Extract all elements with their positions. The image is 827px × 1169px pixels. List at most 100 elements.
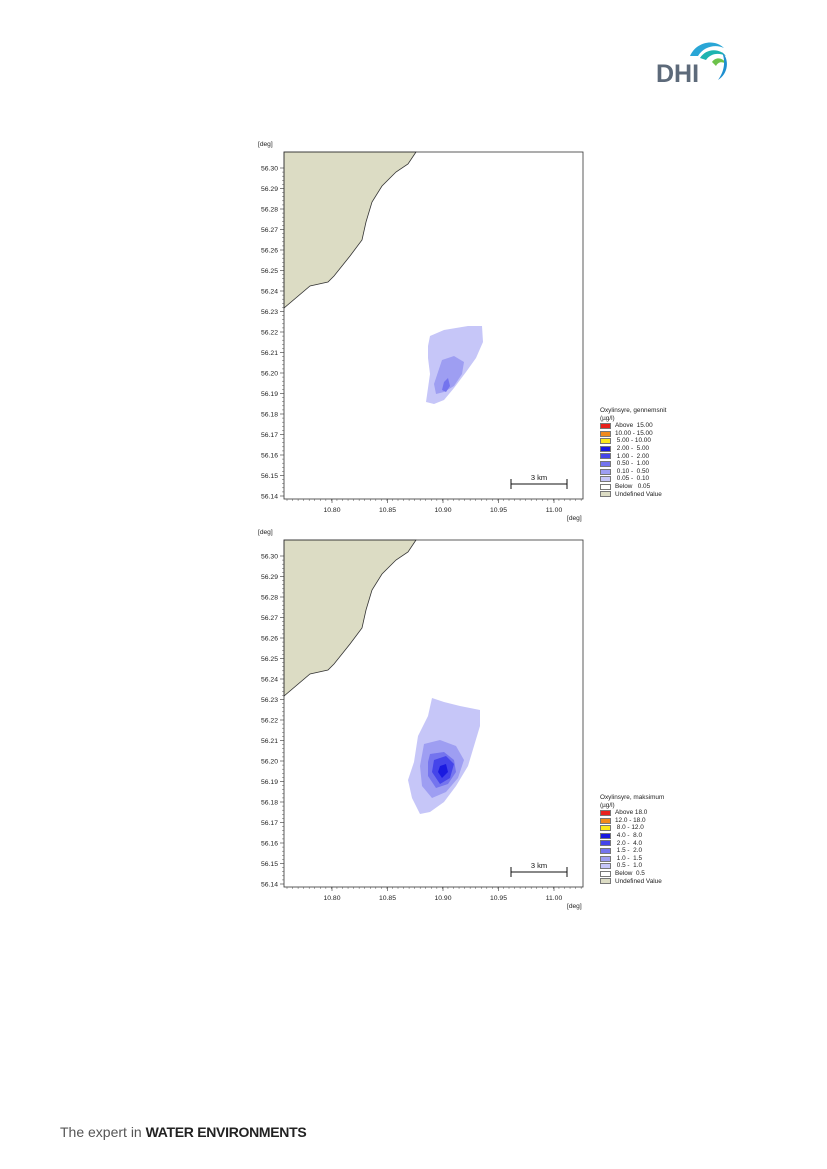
map-panel-maximum: 56.30 56.29 56.28 56.27 56.26 56.25 56.24 56.23…	[258, 529, 584, 910]
concentration-contour	[434, 356, 464, 394]
legend-swatch	[600, 832, 611, 839]
legend-label: 1.00 - 2.00	[615, 452, 650, 460]
y-tick-label: 56.26	[261, 247, 278, 254]
y-tick-label: 56.20	[261, 370, 278, 377]
map-panel-average: 56.30 56.29 56.28 56.27 56.26 56.25 56.24 56.23…	[258, 141, 584, 522]
y-tick-label: 56.18	[261, 799, 278, 806]
legend-label: 2.00 - 5.00	[615, 444, 650, 452]
legend-swatch	[600, 491, 611, 498]
x-tick-label: 10.80	[323, 895, 340, 902]
y-tick-label: 56.25	[261, 656, 278, 663]
legend-maximum: Oxylinsyre, maksimum (µg/l) Above 18.0 12.0…	[600, 794, 664, 885]
y-tick-label: 56.16	[261, 452, 278, 459]
dhi-logo: DHI	[652, 38, 732, 88]
legend-swatch	[600, 809, 611, 816]
x-tick-label: 10.85	[379, 507, 396, 514]
y-axis-unit: [deg]	[258, 141, 273, 148]
legend-item: 0.10 - 0.50	[600, 468, 666, 476]
y-tick-label: 56.20	[261, 758, 278, 765]
y-tick-label: 56.26	[261, 635, 278, 642]
y-tick-label: 56.15	[261, 473, 278, 480]
legend-swatch	[600, 863, 611, 870]
y-tick-label: 56.23	[261, 697, 278, 704]
legend-item: 12.0 - 18.0	[600, 817, 664, 825]
x-tick-label: 10.95	[490, 895, 507, 902]
map-frame	[283, 151, 584, 500]
legend-swatch	[600, 460, 611, 467]
legend-swatch	[600, 825, 611, 832]
x-tick-label: 11.00	[546, 895, 563, 902]
legend-label: 12.0 - 18.0	[615, 816, 646, 824]
legend-item: Undefined Value	[600, 491, 666, 499]
y-tick-label: 56.23	[261, 309, 278, 316]
legend-item: Below 0.5	[600, 870, 664, 878]
legend-unit: (µg/l)	[600, 414, 615, 422]
legend-label: 1.5 - 2.0	[615, 847, 642, 855]
y-tick-label: 56.27	[261, 615, 278, 622]
footer-tagline: The expert in WATER ENVIRONMENTS	[60, 1124, 307, 1140]
legend-item: Above 15.00	[600, 422, 666, 430]
legend-title: Oxylinsyre, gennemsnit	[600, 407, 667, 414]
legend-swatch	[600, 422, 611, 429]
y-tick-label: 56.22	[261, 717, 278, 724]
scale-bar-label: 3 km	[531, 861, 547, 870]
legend-swatch	[600, 870, 611, 877]
legend-swatch	[600, 483, 611, 490]
legend-label: 0.10 - 0.50	[615, 467, 650, 475]
legend-swatch	[600, 847, 611, 854]
legend-label: 10.00 - 15.00	[615, 429, 653, 437]
legend-item: 2.00 - 5.00	[600, 445, 666, 453]
legend-swatch	[600, 476, 611, 483]
legend-item: Undefined Value	[600, 878, 664, 886]
y-tick-label: 56.19	[261, 391, 278, 398]
legend-item: 8.0 - 12.0	[600, 824, 664, 832]
legend-label: Above 18.0	[615, 809, 648, 817]
footer-prefix: The expert in	[60, 1124, 142, 1140]
footer-emphasis: WATER ENVIRONMENTS	[145, 1124, 307, 1140]
y-tick-label: 56.30	[261, 553, 278, 560]
legend-swatch	[600, 445, 611, 452]
x-tick-label: 10.90	[434, 507, 451, 514]
legend-swatch	[600, 855, 611, 862]
x-tick-label: 11.00	[546, 507, 563, 514]
y-tick-label: 56.15	[261, 861, 278, 868]
legend-swatch	[600, 817, 611, 824]
y-tick-label: 56.28	[261, 206, 278, 213]
y-tick-label: 56.28	[261, 594, 278, 601]
dhi-wave-icon	[690, 42, 727, 80]
y-tick-label: 56.16	[261, 840, 278, 847]
land-area	[283, 539, 417, 697]
legend-item: 1.00 - 2.00	[600, 453, 666, 461]
legend-unit: (µg/l)	[600, 801, 615, 809]
legend-average: Oxylinsyre, gennemsnit (µg/l) Above 15.00 1…	[600, 407, 666, 498]
scale-bar-label: 3 km	[531, 473, 547, 482]
legend-label: 0.05 - 0.10	[615, 475, 650, 483]
legend-label: Undefined Value	[615, 490, 662, 498]
legend-label: Above 15.00	[615, 422, 653, 430]
y-tick-label: 56.25	[261, 268, 278, 275]
legend-swatch	[600, 430, 611, 437]
legend-label: 1.0 - 1.5	[615, 854, 642, 862]
y-tick-label: 56.19	[261, 779, 278, 786]
legend-label: 0.50 - 1.00	[615, 460, 650, 468]
legend-item: 10.00 - 15.00	[600, 430, 666, 438]
map-frame	[283, 539, 584, 888]
y-tick-label: 56.14	[261, 493, 278, 500]
legend-label: 8.0 - 12.0	[615, 824, 644, 832]
y-tick-label: 56.17	[261, 820, 278, 827]
legend-item: 4.0 - 8.0	[600, 832, 664, 840]
legend-item: 1.5 - 2.0	[600, 847, 664, 855]
legend-label: 0.5 - 1.0	[615, 862, 642, 870]
legend-swatch	[600, 438, 611, 445]
y-axis-unit: [deg]	[258, 529, 273, 536]
legend-swatch	[600, 468, 611, 475]
legend-label: 4.0 - 8.0	[615, 831, 642, 839]
legend-item: 0.50 - 1.00	[600, 460, 666, 468]
legend-title: Oxylinsyre, maksimum	[600, 794, 665, 801]
y-tick-label: 56.21	[261, 350, 278, 357]
concentration-contour	[438, 764, 448, 778]
y-tick-label: 56.14	[261, 881, 278, 888]
legend-item: 0.05 - 0.10	[600, 475, 666, 483]
concentration-contour	[442, 378, 450, 392]
